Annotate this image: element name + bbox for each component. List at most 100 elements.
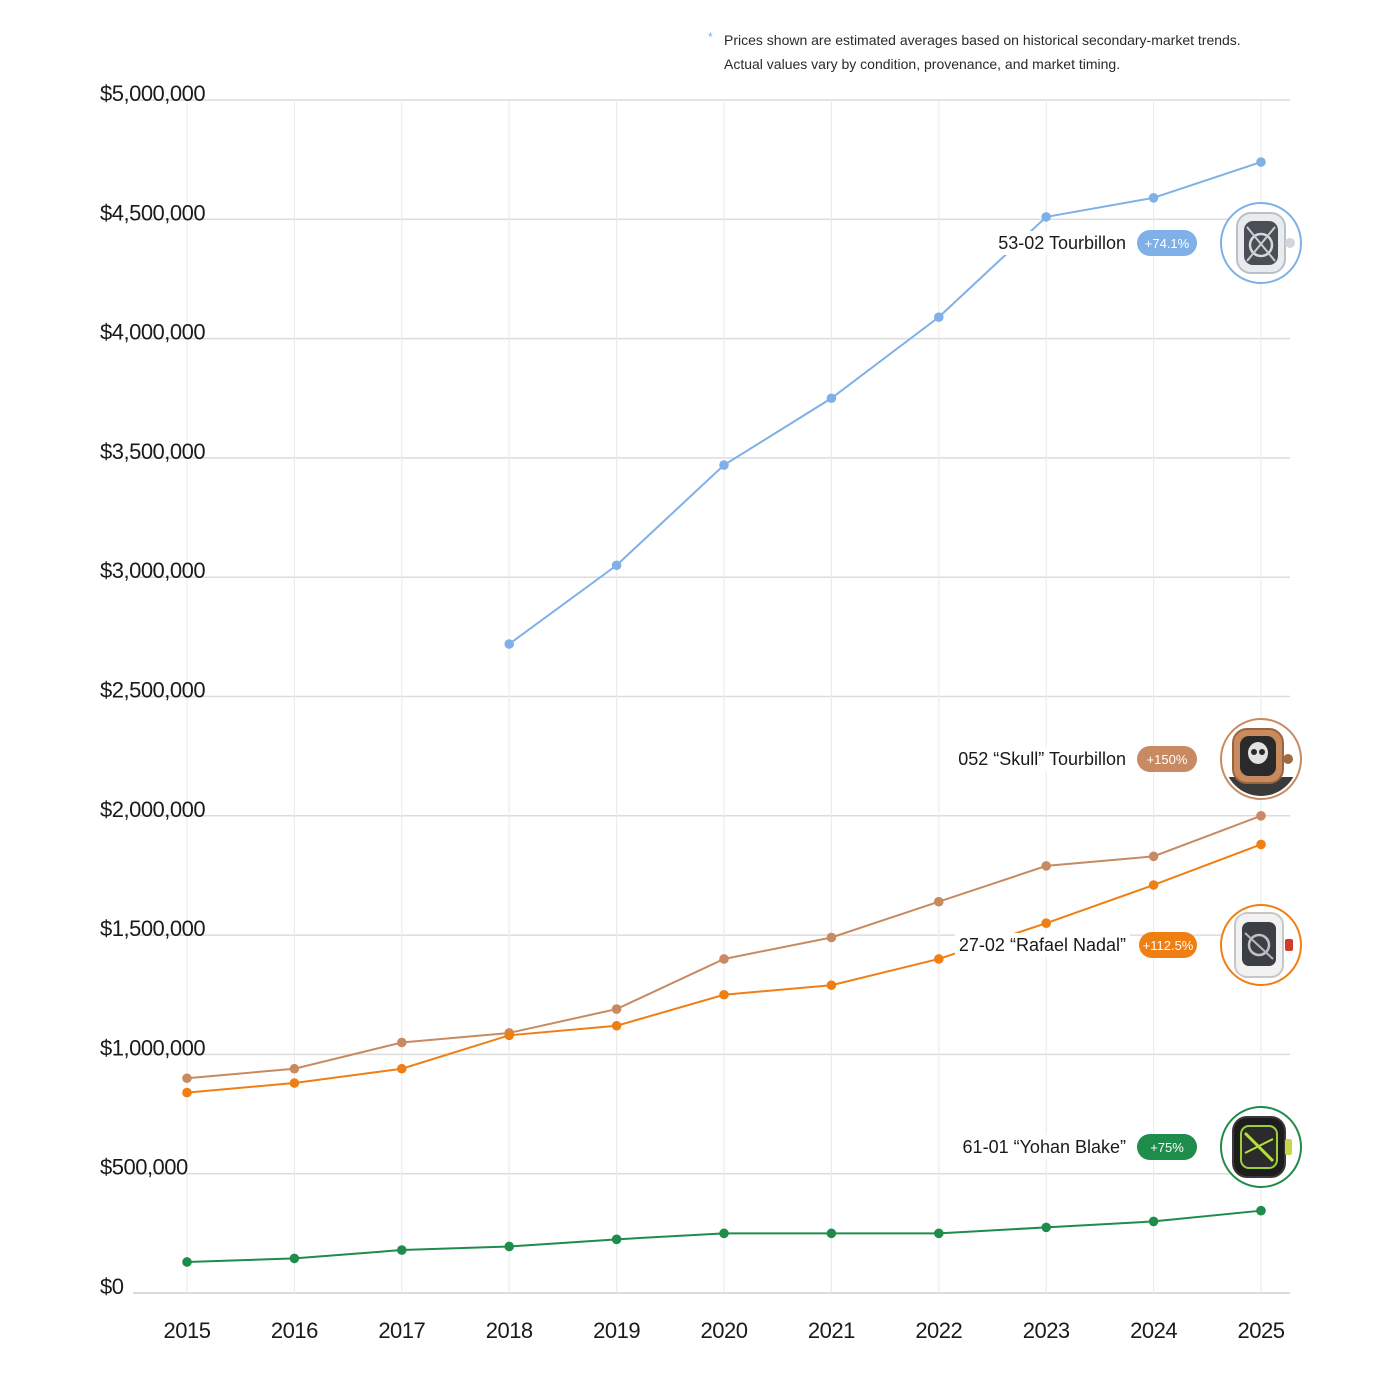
series-label-1: 052 “Skull” Tourbillon +150% — [954, 718, 1302, 800]
data-point — [1041, 212, 1051, 222]
data-point — [397, 1037, 407, 1048]
change-badge — [1139, 932, 1197, 958]
series-name-backdrop — [954, 933, 1131, 957]
series-label-3: 61-01 “Yohan Blake” +75% — [958, 1106, 1302, 1188]
watch-skull — [1248, 742, 1268, 764]
data-point — [289, 1063, 300, 1074]
x-tick-label: 2024 — [1130, 1318, 1177, 1343]
data-point — [719, 460, 729, 470]
series-label-0: 53-02 Tourbillon +74.1% — [994, 202, 1302, 284]
y-tick-label: $1,500,000 — [100, 916, 205, 941]
x-tick-label: 2025 — [1238, 1318, 1285, 1343]
watch-crown — [1285, 939, 1293, 951]
data-point — [934, 954, 944, 964]
y-tick-label: $2,000,000 — [100, 797, 205, 822]
data-point — [719, 954, 729, 964]
data-point — [1041, 1222, 1051, 1233]
data-point — [826, 980, 837, 991]
x-tick-label: 2018 — [486, 1318, 533, 1343]
series-name-backdrop — [994, 231, 1130, 255]
data-point — [1041, 918, 1051, 928]
watch-tourbillon — [1247, 933, 1271, 957]
change-badge — [1137, 230, 1197, 256]
data-point — [1256, 811, 1266, 821]
data-point — [504, 1241, 514, 1252]
x-tick-label: 2016 — [271, 1318, 318, 1343]
change-badge-text: +75% — [1150, 1140, 1184, 1155]
x-tick-label: 2017 — [378, 1318, 425, 1343]
footnote-text: Prices shown are estimated averages base… — [724, 32, 1241, 72]
watch-image — [1232, 1116, 1292, 1178]
y-tick-label: $2,500,000 — [100, 678, 205, 703]
data-point — [611, 1020, 622, 1031]
data-point — [397, 1245, 407, 1255]
gridlines — [133, 99, 1290, 1294]
watch-bridge — [1246, 226, 1276, 262]
change-badge — [1137, 746, 1197, 772]
x-tick-label: 2023 — [1023, 1318, 1070, 1343]
y-tick-label: $3,500,000 — [100, 439, 205, 464]
axes: $0 $500,000 $1,000,000 $1,500,000 $2,000,000… — [100, 81, 1285, 1343]
series-labels: 53-02 Tourbillon +74.1% 052 “Skull” Tourbi… — [954, 202, 1302, 1188]
watch-skull-eye — [1259, 749, 1265, 755]
data-point — [611, 1004, 622, 1014]
data-point — [1256, 839, 1266, 850]
watch-bridge — [1244, 1138, 1274, 1154]
series — [182, 157, 1266, 1267]
data-point — [826, 1228, 837, 1239]
data-point — [611, 560, 622, 571]
data-point — [504, 1030, 514, 1041]
data-point — [719, 1228, 729, 1239]
y-tick-label: $4,500,000 — [100, 200, 205, 225]
data-point — [1256, 157, 1266, 167]
data-point — [182, 1073, 192, 1084]
data-point — [826, 393, 837, 404]
data-point — [1148, 1216, 1159, 1227]
chart-footnote: * Prices shown are estimated averages ba… — [708, 28, 1278, 76]
series-line-0 — [508, 161, 1262, 645]
data-point — [1148, 851, 1159, 862]
data-point — [934, 1228, 944, 1239]
change-badge-text: +150% — [1147, 752, 1188, 767]
y-tick-label: $500,000 — [100, 1155, 188, 1180]
change-badge-text: +112.5% — [1143, 938, 1194, 953]
data-point — [611, 1234, 622, 1245]
series-name: 27-02 “Rafael Nadal” — [959, 935, 1126, 955]
watch-crown — [1283, 754, 1293, 764]
data-point — [826, 932, 837, 943]
watch-dial — [1242, 922, 1276, 966]
data-point — [182, 1257, 192, 1267]
data-point — [289, 1253, 300, 1264]
data-point — [1148, 880, 1159, 890]
series-name: 53-02 Tourbillon — [998, 233, 1126, 253]
x-tick-label: 2019 — [593, 1318, 640, 1343]
watch-image — [1234, 912, 1293, 978]
series-name-backdrop — [958, 1135, 1131, 1159]
y-tick-label: $3,000,000 — [100, 558, 205, 583]
series-name-backdrop — [954, 747, 1130, 771]
y-tick-label: $5,000,000 — [100, 81, 205, 106]
x-tick-label: 2020 — [701, 1318, 748, 1343]
x-tick-label: 2021 — [808, 1318, 855, 1343]
series-name: 052 “Skull” Tourbillon — [958, 749, 1126, 769]
series-label-2: 27-02 “Rafael Nadal” +112.5% — [954, 904, 1302, 986]
watch-tourbillon — [1248, 232, 1274, 258]
change-badge — [1137, 1134, 1197, 1160]
data-point — [504, 639, 514, 649]
watch-image — [1236, 212, 1295, 274]
footnote-marker: * — [708, 30, 713, 44]
data-point — [934, 312, 944, 322]
data-point — [397, 1063, 407, 1074]
data-point — [1256, 1205, 1266, 1216]
change-badge-text: +74.1% — [1145, 236, 1190, 251]
series-name: 61-01 “Yohan Blake” — [963, 1137, 1126, 1157]
y-tick-label: $1,000,000 — [100, 1035, 205, 1060]
y-tick-label: $4,000,000 — [100, 320, 205, 345]
watch-crown — [1285, 238, 1295, 248]
x-tick-label: 2022 — [915, 1318, 962, 1343]
watch-skull-eye — [1251, 749, 1257, 755]
data-point — [1041, 861, 1051, 871]
data-point — [182, 1087, 192, 1098]
x-tick-label: 2015 — [164, 1318, 211, 1343]
